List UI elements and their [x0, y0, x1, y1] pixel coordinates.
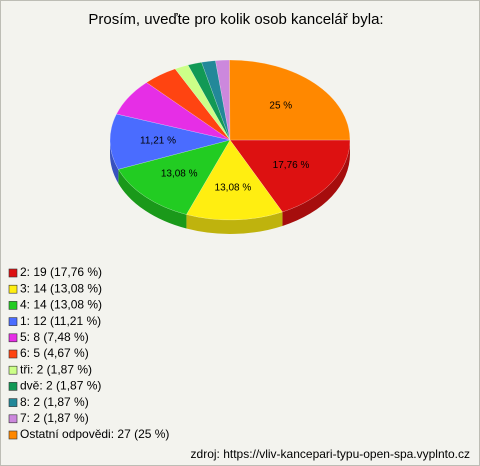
slice	[229, 59, 351, 141]
legend-label: 5: 8 (7,48 %)	[20, 330, 89, 344]
legend-label: tři: 2 (1,87 %)	[20, 362, 92, 376]
legend-swatch	[8, 398, 18, 407]
slice	[186, 139, 283, 221]
legend-swatch	[8, 430, 18, 440]
legend-swatch	[8, 382, 18, 391]
legend-swatch	[8, 349, 18, 359]
slice	[215, 59, 231, 141]
slice-label: 13,08 %	[215, 183, 252, 194]
legend-swatch	[8, 268, 18, 278]
slice-label: 13,08 %	[161, 169, 198, 180]
legend-swatch	[8, 284, 18, 294]
slice-side	[118, 169, 187, 229]
slice	[187, 62, 231, 141]
legend-label: 8: 2 (1,87 %)	[20, 395, 89, 409]
legend-label: Ostatní odpovědi: 27 (25 %)	[20, 427, 169, 441]
slice	[201, 60, 231, 141]
slice-side	[186, 211, 283, 234]
slice	[146, 68, 231, 141]
legend-swatch	[8, 365, 18, 375]
legend-label: 3: 14 (13,08 %)	[20, 281, 102, 295]
legend-label: 2: 19 (17,76 %)	[20, 265, 102, 279]
legend-label: 4: 14 (13,08 %)	[20, 298, 102, 312]
legend-swatch	[8, 333, 18, 343]
legend: 2: 19 (17,76 %) 3: 14 (13,08 %) 4: 14 (13,…	[8, 265, 169, 441]
legend-swatch	[8, 301, 18, 310]
slice	[116, 82, 231, 141]
slice-side	[110, 140, 119, 184]
legend-label: 1: 12 (11,21 %)	[20, 314, 101, 328]
slice-label: 11,21 %	[140, 136, 176, 147]
slice	[109, 113, 231, 170]
slice	[117, 139, 231, 215]
legend-swatch	[8, 414, 18, 424]
chart-title: Prosím, uveďte pro kolik osob kancelář b…	[88, 11, 383, 28]
pie: 17,76 % 13,08 % 13,08 % 11,21 % 25 %	[109, 59, 351, 234]
slice	[229, 139, 351, 213]
source: zdroj: https://vliv-kancepari-typu-open-…	[191, 447, 470, 461]
slice-label: 17,76 %	[273, 160, 310, 171]
legend-swatch	[8, 317, 18, 326]
legend-label: 6: 5 (4,67 %)	[20, 346, 89, 360]
slice-side	[282, 140, 350, 226]
legend-label: dvě: 2 (1,87 %)	[20, 379, 101, 393]
slice	[174, 64, 231, 141]
slice-label: 25 %	[269, 101, 292, 112]
legend-label: 7: 2 (1,87 %)	[20, 411, 89, 425]
